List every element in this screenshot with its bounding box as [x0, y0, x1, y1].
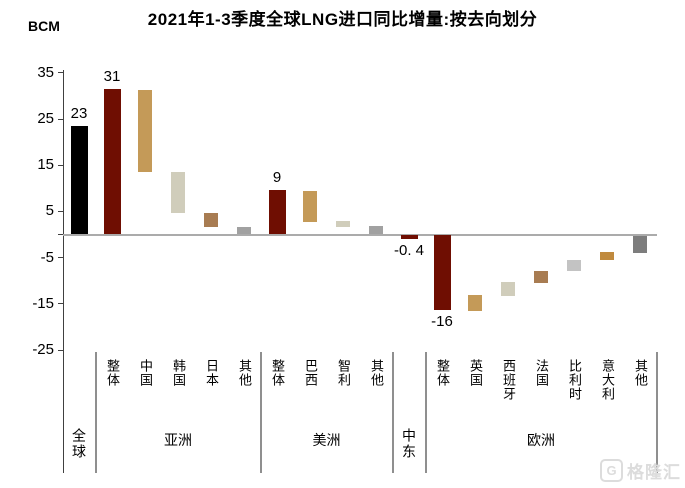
bar-europe-france [534, 270, 548, 283]
bar-americas-total [268, 190, 286, 235]
x-label-americas-total: 整体 [270, 359, 285, 387]
y-axis-tick-label: 25 [37, 110, 54, 127]
group-label-asia: 亚洲 [164, 432, 192, 448]
bar-americas-brazil [303, 191, 317, 223]
x-label-americas-chile: 智利 [336, 359, 351, 387]
bar-value-label-europe-total: -16 [431, 313, 453, 331]
x-label-asia-total: 整体 [105, 359, 120, 387]
y-axis-tick-label: -25 [32, 341, 54, 358]
y-axis-tick [58, 349, 63, 351]
group-divider [655, 352, 658, 473]
chart-title: 2021年1-3季度全球LNG进口同比增量:按去向划分 [147, 10, 538, 29]
x-label-americas-others: 其他 [369, 359, 384, 387]
bar-europe-spain [501, 282, 515, 296]
bar-asia-china [138, 89, 152, 173]
y-axis-unit-label: BCM [28, 18, 60, 34]
bar-americas-others [369, 226, 383, 235]
group-label-middle-east: 中东 [401, 428, 417, 460]
x-label-europe-total: 整体 [435, 359, 450, 387]
bar-europe-italy [600, 251, 614, 261]
x-label-americas-brazil: 巴西 [303, 359, 318, 387]
y-axis-tick [58, 164, 63, 166]
y-axis-tick [58, 118, 63, 120]
y-axis-tick-label: 5 [45, 202, 54, 220]
bar-asia-others [237, 226, 251, 234]
bar-middle-east-total [400, 234, 418, 240]
bar-asia-total [103, 88, 121, 235]
group-divider [391, 352, 394, 473]
group-label-global: 全球 [71, 428, 87, 460]
bar-value-label-middle-east-total: -0. 4 [393, 242, 424, 260]
y-axis-tick-label: 15 [37, 156, 54, 174]
bar-value-label-global-total: 23 [70, 104, 88, 122]
y-axis-tick [58, 72, 63, 74]
bar-asia-japan [204, 212, 218, 228]
bar-europe-total [433, 234, 451, 311]
bar-asia-south-korea [171, 172, 185, 213]
x-label-asia-south-korea: 韩国 [171, 359, 186, 387]
bar-europe-belgium [567, 259, 581, 271]
x-label-europe-others: 其他 [633, 359, 648, 387]
gelonghui-logo-icon: G [600, 459, 623, 482]
x-label-asia-japan: 日本 [204, 359, 219, 387]
x-label-asia-others: 其他 [237, 359, 252, 387]
y-axis-tick-label: -5 [40, 248, 54, 266]
x-label-asia-china: 中国 [138, 359, 153, 387]
bar-europe-uk [468, 295, 482, 311]
bar-americas-chile [336, 221, 350, 227]
bar-global-total [70, 125, 88, 235]
y-axis-tick [58, 234, 63, 235]
group-label-americas: 美洲 [312, 432, 341, 448]
x-label-europe-spain: 西班牙 [501, 359, 516, 401]
watermark-text: 格隆汇 [627, 463, 681, 482]
group-divider [94, 352, 97, 473]
group-label-europe: 欧洲 [527, 432, 555, 448]
watermark: G 格隆汇 [600, 458, 681, 483]
group-divider [259, 352, 262, 473]
y-axis-line [63, 70, 64, 473]
bar-europe-others [633, 235, 647, 253]
x-label-europe-italy: 意大利 [600, 359, 615, 401]
y-axis-tick [58, 303, 63, 305]
y-axis-tick [58, 210, 63, 212]
zero-gridline [63, 233, 657, 236]
x-label-europe-france: 法国 [534, 359, 549, 387]
x-label-europe-uk: 英国 [468, 359, 483, 387]
group-divider [424, 352, 427, 473]
y-axis-tick-label: 35 [37, 63, 54, 81]
bar-value-label-asia-total: 31 [103, 67, 121, 85]
y-axis-tick [58, 257, 63, 259]
bar-value-label-americas-total: 9 [272, 169, 282, 187]
y-axis-tick-label: -15 [32, 294, 54, 312]
x-label-europe-belgium: 比利时 [567, 359, 582, 401]
